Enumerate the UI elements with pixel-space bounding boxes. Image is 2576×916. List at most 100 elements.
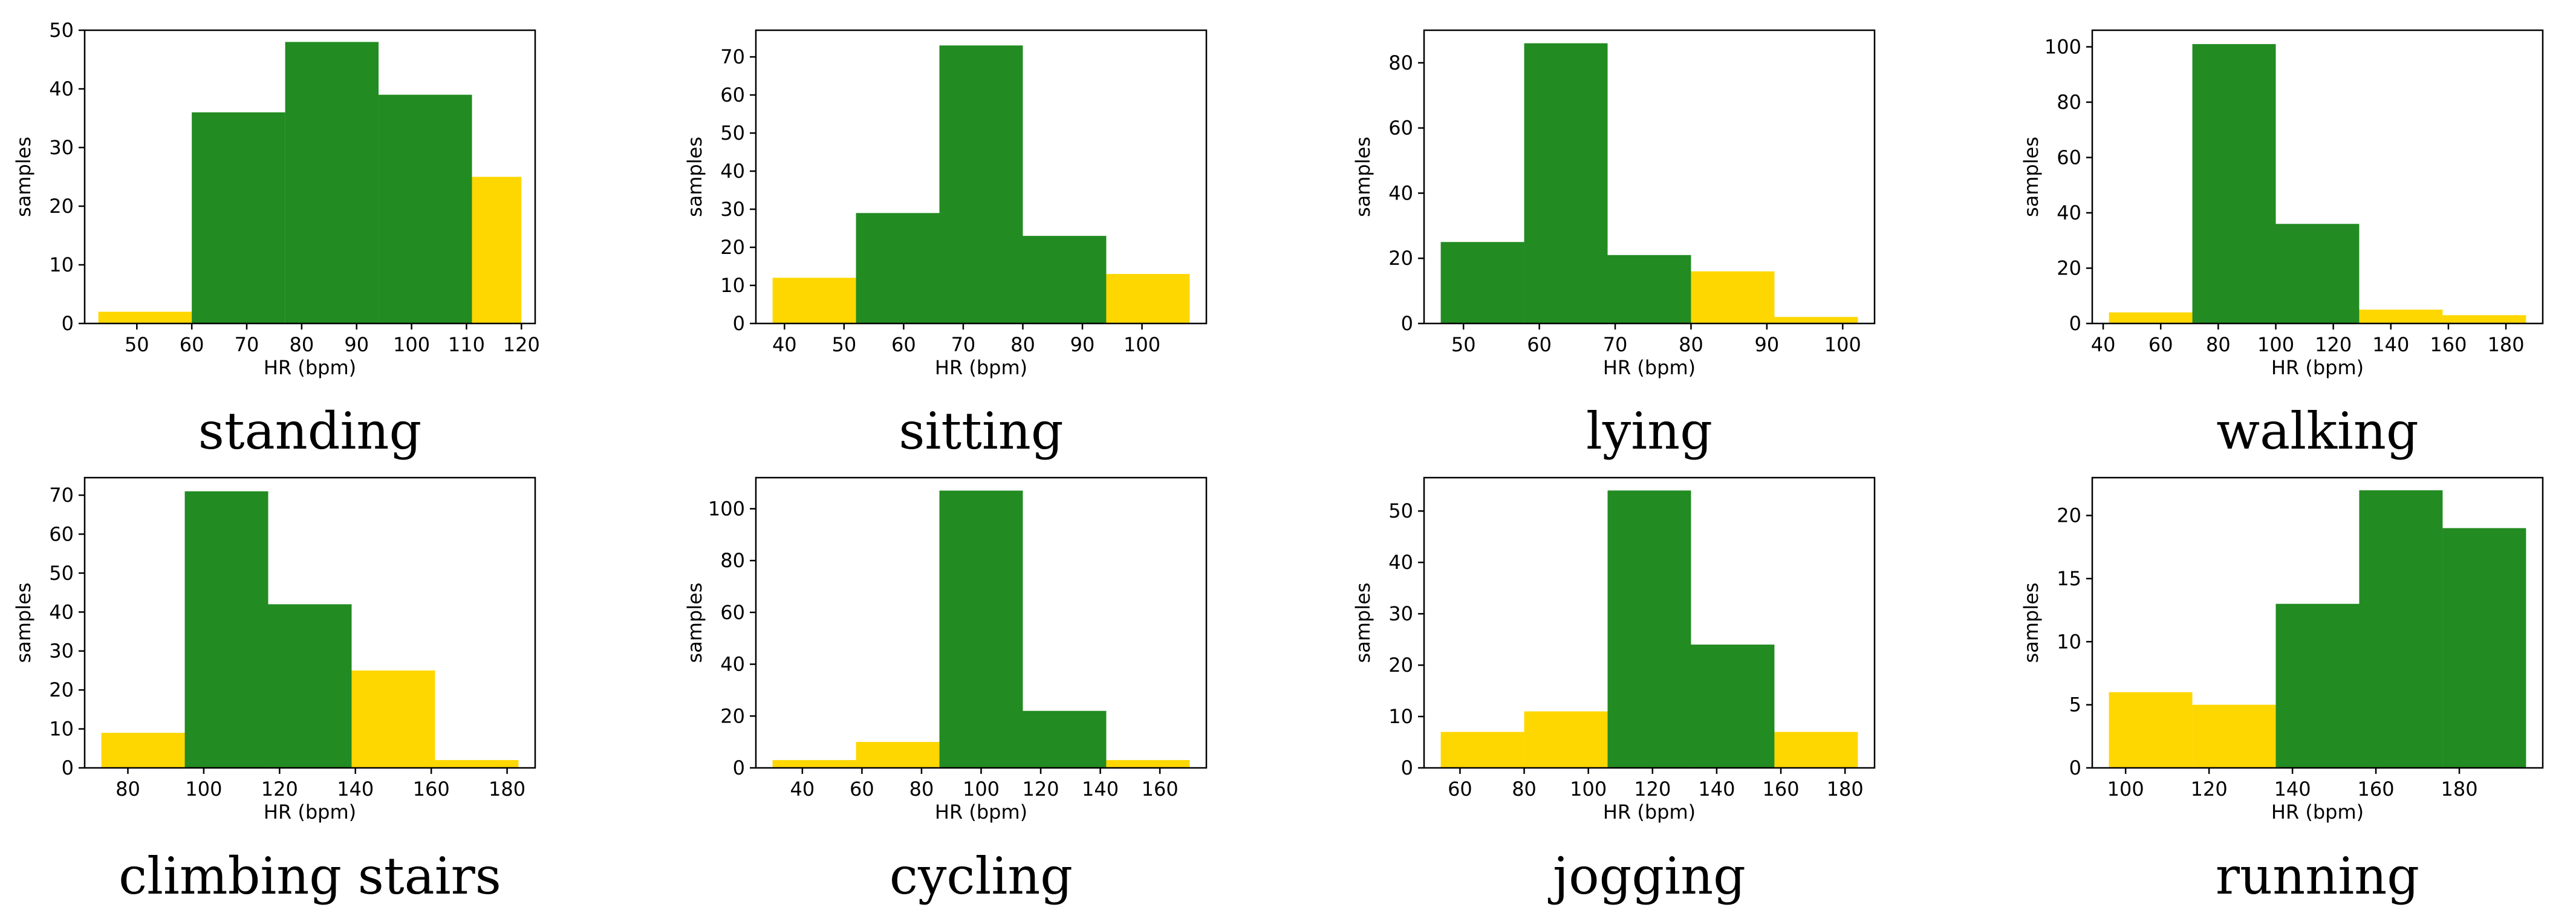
x-axis-label: HR (bpm) — [935, 356, 1027, 379]
histogram-bar — [772, 760, 856, 768]
y-tick-label: 70 — [49, 484, 74, 507]
x-tick-label: 100 — [2257, 333, 2294, 356]
histogram-bar — [2192, 704, 2276, 768]
x-tick-label: 50 — [1451, 333, 1476, 356]
x-tick-label: 100 — [963, 778, 1000, 801]
x-tick-label: 160 — [2358, 778, 2395, 801]
histogram-panel: 80 100 120 140 160 180 0 10 20 30 40 50 60 70 HR (bpm)… — [12, 476, 536, 906]
x-tick-label: 120 — [1634, 778, 1671, 801]
x-tick-label: 120 — [261, 778, 298, 801]
x-tick-label: 180 — [489, 778, 525, 801]
plot-frame — [83, 476, 536, 769]
x-tick-label: 100 — [1824, 333, 1861, 356]
histogram-bar — [285, 42, 379, 324]
y-tick-label: 70 — [720, 45, 745, 68]
y-tick-label: 20 — [1388, 654, 1413, 677]
activity-caption: climbing stairs — [119, 846, 501, 906]
y-tick-label: 10 — [49, 718, 74, 741]
y-tick-label: 60 — [1388, 117, 1413, 140]
x-tick-label: 100 — [1124, 333, 1160, 356]
histogram-bar — [2109, 692, 2193, 768]
y-axis-label: samples — [1351, 137, 1374, 217]
y-tick-label: 15 — [2057, 567, 2081, 590]
x-tick-label: 120 — [503, 333, 540, 356]
y-tick-label: 50 — [1388, 499, 1413, 522]
y-tick-label: 10 — [1388, 705, 1413, 728]
plot-frame — [1423, 476, 1876, 769]
histogram-bar — [1691, 645, 1775, 768]
x-tick-label: 40 — [2091, 333, 2116, 356]
x-tick-label: 180 — [1827, 778, 1864, 801]
x-tick-label: 60 — [2148, 333, 2173, 356]
histogram-bar — [98, 311, 192, 323]
y-tick-label: 30 — [1388, 602, 1413, 625]
x-tick-label: 90 — [1070, 333, 1095, 356]
plot-frame — [2091, 29, 2544, 325]
x-tick-label: 40 — [790, 778, 815, 801]
histogram-bar — [856, 213, 940, 323]
y-tick-label: 60 — [720, 83, 745, 106]
y-tick-label: 80 — [1388, 51, 1413, 74]
x-axis-label: HR (bpm) — [264, 356, 356, 379]
plot-frame — [755, 29, 1208, 325]
x-tick-label: 160 — [1763, 778, 1800, 801]
histogram-bar — [2275, 603, 2360, 768]
y-tick-label: 100 — [708, 497, 745, 520]
y-tick-label: 20 — [720, 236, 745, 259]
histogram-bar — [2359, 490, 2443, 768]
y-tick-label: 0 — [2069, 756, 2081, 779]
histogram-bar — [1691, 271, 1775, 323]
activity-caption: running — [2216, 846, 2419, 906]
y-axis-label: samples — [2020, 582, 2043, 663]
histogram-bar — [1774, 317, 1858, 323]
y-tick-label: 40 — [2057, 201, 2081, 224]
y-tick-label: 40 — [1388, 181, 1413, 204]
x-tick-label: 60 — [891, 333, 916, 356]
histogram-bar — [772, 278, 856, 323]
x-tick-label: 140 — [1698, 778, 1735, 801]
y-tick-label: 0 — [733, 756, 745, 779]
x-axis-label: HR (bpm) — [1603, 801, 1696, 823]
y-tick-label: 50 — [720, 122, 745, 145]
x-axis-label: HR (bpm) — [2271, 356, 2364, 379]
histogram-bar — [1440, 732, 1524, 768]
histogram-panel: 60 80 100 120 140 160 180 0 10 20 30 40 50 HR (bpm) sa… — [1351, 476, 1876, 906]
y-tick-label: 40 — [49, 600, 74, 623]
x-tick-label: 120 — [1023, 778, 1059, 801]
histogram-bar — [856, 742, 940, 768]
x-tick-label: 50 — [831, 333, 856, 356]
histogram-bar — [1607, 255, 1691, 323]
histogram-bar — [435, 760, 519, 768]
histogram-bar — [939, 45, 1023, 324]
y-tick-label: 60 — [49, 522, 74, 545]
x-tick-label: 100 — [1570, 778, 1607, 801]
y-tick-label: 40 — [49, 77, 74, 100]
y-tick-label: 80 — [720, 549, 745, 572]
activity-caption: lying — [1586, 401, 1712, 461]
x-tick-label: 100 — [393, 333, 430, 356]
x-axis-label: HR (bpm) — [264, 801, 356, 823]
activity-caption: standing — [198, 401, 422, 461]
histogram-bar — [192, 112, 285, 324]
y-tick-label: 0 — [62, 756, 74, 779]
x-tick-label: 100 — [185, 778, 222, 801]
histogram-bar — [1440, 242, 1524, 323]
histogram-bar — [1524, 43, 1608, 324]
x-axis-label: HR (bpm) — [1603, 356, 1696, 379]
plot-frame — [2091, 476, 2544, 769]
histogram-bar — [101, 733, 185, 768]
y-tick-label: 30 — [49, 136, 74, 159]
x-tick-label: 160 — [2430, 333, 2467, 356]
x-tick-label: 180 — [2441, 778, 2477, 801]
x-tick-label: 70 — [235, 333, 259, 356]
y-tick-label: 0 — [733, 312, 745, 335]
x-tick-label: 60 — [1527, 333, 1552, 356]
y-tick-label: 50 — [49, 562, 74, 585]
y-axis-label: samples — [12, 582, 35, 663]
histogram-panel: 50 60 70 80 90 100 110 120 0 10 20 30 40 50 HR (bpm) sa… — [12, 19, 540, 461]
x-tick-label: 110 — [448, 333, 485, 356]
x-tick-label: 40 — [772, 333, 797, 356]
